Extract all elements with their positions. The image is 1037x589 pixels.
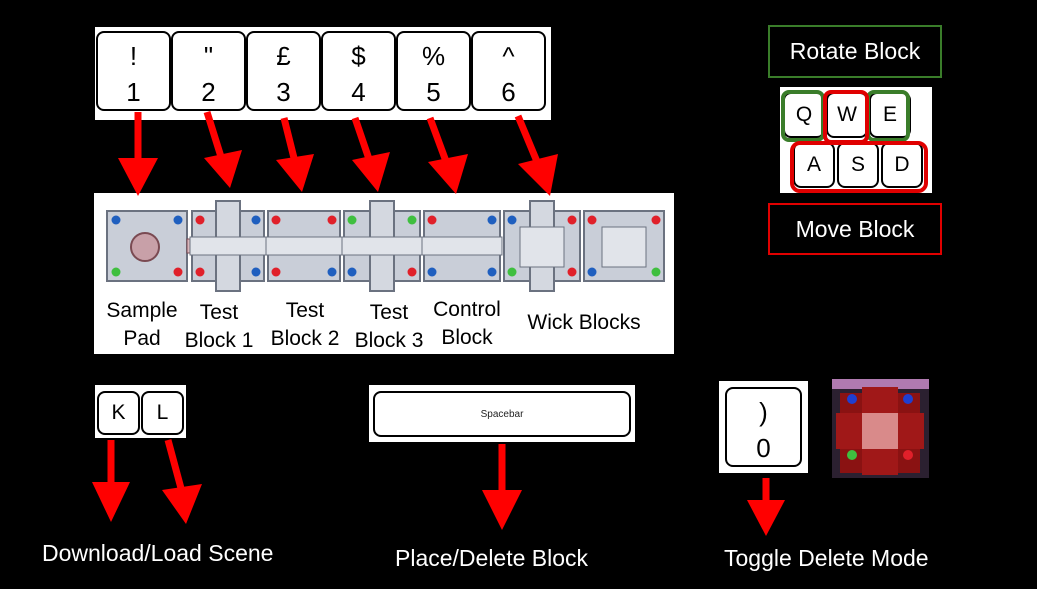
test-block-1-label: Test Block 1 [178,299,260,355]
test-block-2-label-line2: Block 2 [270,327,340,350]
download-load-scene-caption: Download/Load Scene [42,540,274,566]
wick-block-1[interactable] [503,200,581,292]
arrow-key-l [162,439,202,524]
arrow-spacebar [482,444,522,530]
key-1-shift-label: ! [129,41,138,71]
spacebar-label: Spacebar [480,408,524,420]
test-block-2-label-line1: Test [285,299,325,322]
test-block-1[interactable] [189,200,267,292]
key-3-label: 3 [276,77,291,107]
kl-key-cluster: K L [95,385,186,438]
key-1-label: 1 [126,77,141,107]
arrow-key-6 [514,114,558,196]
sample-pad-label: Sample Pad [96,297,188,353]
key-2[interactable]: " 2 [171,31,246,111]
wick-blocks-label-line1: Wick Blocks [527,311,641,334]
key-k[interactable]: K [97,391,140,435]
key-6[interactable]: ^ 6 [471,31,546,111]
test-block-1-label-line2: Block 1 [184,329,254,352]
key-l[interactable]: L [141,391,184,435]
spacebar-key[interactable]: Spacebar [373,391,631,437]
key-6-label: 6 [501,77,516,107]
block-strip-graphic [106,200,665,292]
sample-pad-label-line1: Sample [106,299,178,322]
test-block-1-label-line1: Test [199,301,239,324]
control-block[interactable] [421,210,503,282]
zero-key-cluster: ) 0 [719,381,808,473]
spacebar-cluster: Spacebar [369,385,635,442]
arrow-key-1 [118,112,158,196]
key-5-label: 5 [426,77,441,107]
arrow-key-5 [426,116,468,194]
arrow-key-0 [747,478,785,536]
test-block-3-label-line2: Block 3 [354,329,424,352]
sample-pad-label-line2: Pad [123,327,161,350]
test-block-3[interactable] [341,200,423,292]
delete-block-graphic [832,379,929,478]
test-block-2-label: Test Block 2 [264,297,346,353]
key-0-shift-label: ) [759,397,768,427]
place-delete-block-caption: Place/Delete Block [395,545,589,571]
arrow-key-4 [351,116,390,192]
key-4-shift-label: $ [351,41,366,71]
key-4[interactable]: $ 4 [321,31,396,111]
delete-mode-preview [832,379,929,478]
rotate-block-label: Rotate Block [768,25,942,78]
move-asd-highlight [790,141,928,193]
key-2-shift-label: " [203,41,214,71]
wick-blocks-label: Wick Blocks [514,309,654,337]
key-4-label: 4 [351,77,366,107]
key-a[interactable]: A [793,142,835,188]
key-1[interactable]: ! 1 [96,31,171,111]
key-0[interactable]: ) 0 [725,387,802,467]
arrow-key-3 [276,117,314,192]
control-block-label: Control Block [424,296,510,352]
key-5-shift-label: % [421,41,446,71]
key-q[interactable]: Q [783,92,825,138]
sample-pad-block[interactable] [106,210,204,282]
block-palette: Sample Pad Test Block 1 Test Block 2 Tes… [94,193,674,354]
control-block-label-line2: Block [441,326,493,349]
key-2-label: 2 [201,77,216,107]
arrow-key-k [92,440,130,522]
wick-block-2[interactable] [583,210,665,282]
key-0-label: 0 [756,433,771,463]
test-block-2[interactable] [265,210,343,282]
arrow-key-2 [203,110,242,188]
move-block-label: Move Block [768,203,942,255]
qwe-asd-key-cluster: Q W E A S D [780,87,932,193]
key-5[interactable]: % 5 [396,31,471,111]
control-block-label-line1: Control [433,298,501,321]
test-block-3-label: Test Block 3 [348,299,430,355]
number-key-row: ! 1 " 2 £ 3 $ 4 % 5 ^ 6 [95,27,551,120]
port-dots [111,215,661,277]
key-6-shift-label: ^ [502,41,515,71]
key-s[interactable]: S [837,142,879,188]
key-3-shift-label: £ [276,41,291,71]
key-3[interactable]: £ 3 [246,31,321,111]
key-d[interactable]: D [881,142,923,188]
test-block-3-label-line1: Test [369,301,409,324]
toggle-delete-mode-caption: Toggle Delete Mode [724,545,929,571]
